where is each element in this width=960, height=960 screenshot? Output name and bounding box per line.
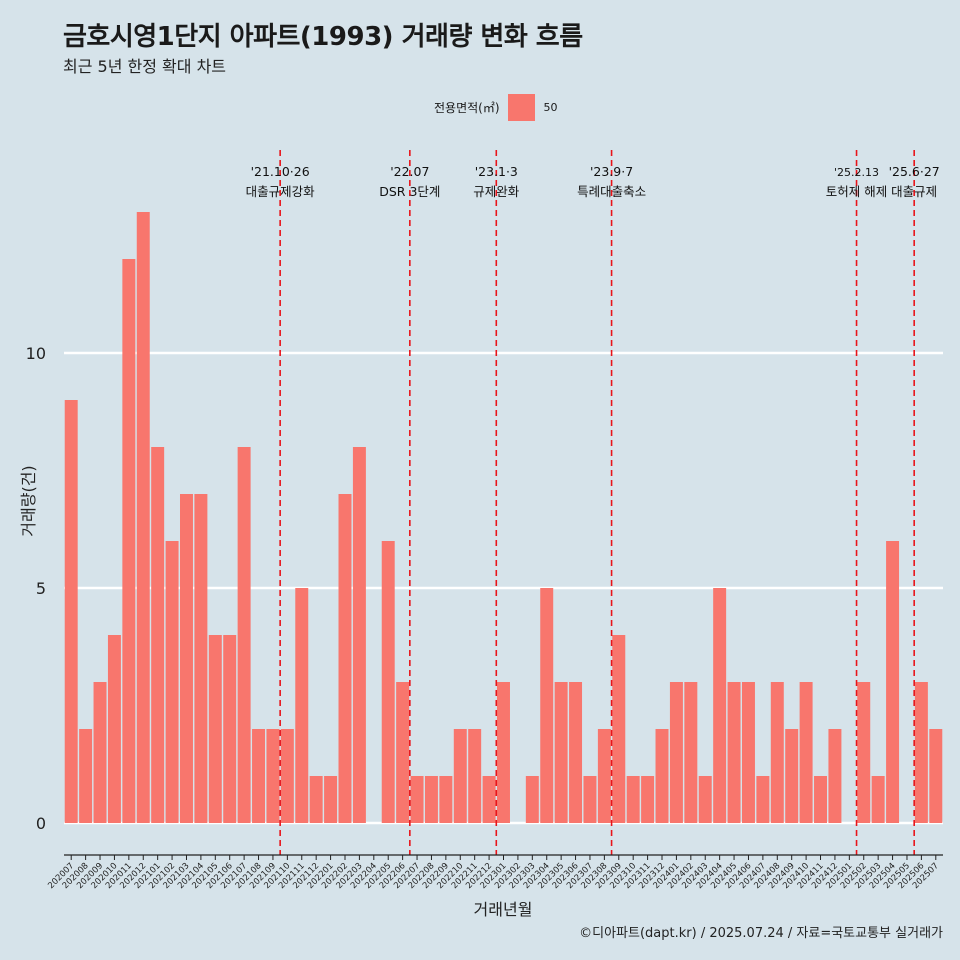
bar-202502 [857,682,871,823]
bar-202410 [799,682,813,823]
bar-202306 [569,682,583,823]
legend: 전용면적(㎡) 50 [434,93,558,121]
event-date-label: '22.07 [390,164,429,179]
bar-202309 [612,635,626,823]
bar-202301 [497,682,510,823]
source-caption: ©디아파트(dapt.kr) / 2025.07.24 / 자료=국토교통부 실… [579,926,943,941]
bar-202412 [828,729,842,823]
bar-202308 [597,729,611,823]
chart-subtitle: 최근 5년 한정 확대 차트 [63,57,227,76]
bar-202111 [295,588,309,823]
bar-202304 [540,588,554,823]
bar-202208 [424,776,438,823]
y-tick-label: 0 [36,814,46,833]
bar-202503 [871,776,885,823]
bar-202209 [439,776,453,823]
bar-202312 [655,729,669,823]
bar-202106 [223,635,237,823]
legend-swatch [507,93,535,121]
bar-202403 [698,776,712,823]
event-label: DSR 3단계 [379,184,440,199]
bar-202107 [237,447,251,823]
bar-202201 [324,776,338,823]
bar-202203 [352,447,366,823]
event-date-label: '25.6·27 [889,164,940,179]
event-label: 특례대출축소 [577,184,646,199]
bar-202404 [713,588,727,823]
y-axis-title: 거래량(건) [19,465,38,536]
bars [64,212,943,823]
bar-202011 [122,259,136,823]
bar-202008 [79,729,93,823]
bar-202409 [785,729,799,823]
bar-202211 [468,729,482,823]
y-tick-label: 10 [26,344,46,363]
event-date-label: '25.2.13 [834,166,879,179]
bar-202212 [482,776,496,823]
event-label: 규제완화 [473,184,520,199]
legend-title: 전용면적(㎡) [434,100,500,115]
bar-202112 [309,776,323,823]
bar-202103 [179,494,193,823]
bar-202007 [64,400,78,823]
bar-202012 [136,212,150,823]
event-date-label: '21.10·26 [251,164,310,179]
x-axis-title: 거래년월 [474,900,533,919]
bar-202402 [684,682,698,823]
event-date-label: '23.9·7 [590,164,633,179]
bar-202010 [107,635,121,823]
bar-202305 [554,682,568,823]
legend-label: 50 [543,100,558,114]
event-label: 토허제 해제 [826,184,887,199]
bar-202411 [814,776,828,823]
bar-202110 [280,729,294,823]
event-date-label: '23.1·3 [475,164,518,179]
bar-202407 [756,776,770,823]
bar-202202 [338,494,352,823]
bar-202207 [410,776,424,823]
bar-202311 [641,776,655,823]
bar-202108 [252,729,266,823]
bar-202310 [626,776,640,823]
bar-202307 [583,776,597,823]
bar-202303 [525,776,539,823]
bar-202101 [151,447,165,823]
bar-202406 [741,682,755,823]
y-tick-label: 5 [36,579,46,598]
bar-202506 [914,682,928,823]
bar-202102 [165,541,179,823]
bar-202504 [886,541,900,823]
bar-202104 [194,494,208,823]
bar-202205 [381,541,395,823]
bar-202507 [929,729,943,823]
bar-202009 [93,682,107,823]
bar-202405 [727,682,741,823]
event-label: 대출규제강화 [246,184,316,199]
bar-202408 [770,682,784,823]
bar-202206 [396,682,410,823]
bar-202109 [266,729,280,823]
event-markers: '21.10·26 대출규제강화 '22.07 DSR 3단계 '23.1·3 규제완화 '… [246,150,940,855]
event-label: 대출규제 [891,184,937,199]
bar-202105 [208,635,222,823]
bar-202401 [669,682,683,823]
chart-title: 금호시영1단지 아파트(1993) 거래량 변화 흐름 [63,22,583,52]
bar-202210 [453,729,467,823]
